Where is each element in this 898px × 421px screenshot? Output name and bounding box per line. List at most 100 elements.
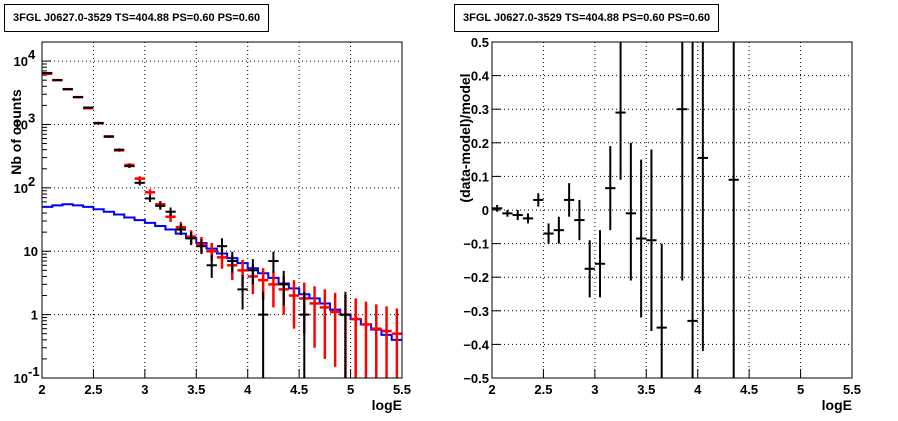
data-counts-point bbox=[62, 88, 73, 91]
residual-point bbox=[522, 213, 534, 224]
residual-point bbox=[625, 142, 636, 281]
residual-x-tick-label: 5.5 bbox=[843, 382, 861, 397]
data-counts-point bbox=[247, 259, 258, 285]
residual-x-tick-label: 4.5 bbox=[740, 382, 758, 397]
residual-point bbox=[502, 210, 513, 217]
counts-x-tick-label: 2.5 bbox=[84, 382, 102, 397]
residual-x-tick-label: 3 bbox=[591, 382, 598, 397]
data-counts-point bbox=[114, 148, 125, 152]
residual-point bbox=[646, 149, 657, 331]
residual-x-axis-title: logE bbox=[822, 397, 852, 413]
residual-point bbox=[605, 146, 616, 231]
residual-x-tick-label: 4 bbox=[694, 382, 702, 397]
residual-x-tick-label: 5 bbox=[797, 382, 804, 397]
residual-y-tick-label: 0.3 bbox=[471, 102, 489, 117]
data-counts-point bbox=[93, 121, 104, 125]
data-counts-point bbox=[103, 135, 114, 138]
data-counts-point bbox=[340, 291, 351, 378]
counts-y-tick-exponent: 4 bbox=[28, 47, 36, 62]
residual-y-axis-title: (data-model)/model bbox=[457, 73, 473, 202]
model-counts-point bbox=[330, 292, 341, 367]
residual-point bbox=[584, 240, 595, 298]
data-counts-point bbox=[216, 238, 228, 255]
residual-point bbox=[615, 42, 626, 180]
residual-x-tick-label: 2 bbox=[488, 382, 495, 397]
residual-point bbox=[533, 193, 544, 207]
residual-y-tick-label: −0.3 bbox=[463, 304, 489, 319]
counts-y-tick-label: 10 bbox=[24, 244, 38, 259]
model-counts-point bbox=[268, 271, 279, 308]
data-counts-point bbox=[72, 96, 84, 99]
data-counts-point bbox=[186, 232, 197, 246]
counts-x-tick-label: 5 bbox=[347, 382, 354, 397]
residual-point bbox=[553, 216, 564, 244]
residual-point bbox=[697, 42, 708, 352]
counts-x-axis-title: logE bbox=[372, 397, 402, 413]
data-counts-point bbox=[258, 291, 269, 378]
residual-point bbox=[656, 243, 667, 378]
residual-y-tick-label: 0.5 bbox=[471, 35, 489, 50]
model-counts-point bbox=[350, 298, 361, 378]
data-counts-point bbox=[196, 239, 207, 255]
counts-chart: Nb of counts logE 2 2.5 3 3.5 4 4.5 5 5.510 -111… bbox=[8, 41, 411, 413]
model-counts-point bbox=[371, 304, 382, 378]
data-counts-point bbox=[165, 207, 176, 216]
residual-y-tick-label: −0.4 bbox=[463, 337, 489, 352]
data-counts-point bbox=[144, 195, 156, 202]
residual-point bbox=[728, 42, 739, 378]
data-counts-point bbox=[124, 164, 135, 169]
data-counts-point bbox=[134, 180, 145, 186]
residual-y-tick-label: 0.2 bbox=[471, 136, 489, 151]
residual-point bbox=[543, 223, 554, 244]
residual-y-tick-label: −0.1 bbox=[463, 237, 489, 252]
counts-y-tick-exponent: 3 bbox=[28, 110, 35, 125]
data-counts-point bbox=[175, 223, 186, 236]
residual-point bbox=[574, 199, 585, 241]
counts-x-tick-label: 4.5 bbox=[290, 382, 308, 397]
residual-x-tick-label: 3.5 bbox=[637, 382, 655, 397]
counts-x-tick-label: 4 bbox=[244, 382, 252, 397]
residual-y-tick-label: 0.4 bbox=[471, 69, 490, 84]
residual-point bbox=[564, 183, 575, 217]
data-counts-point bbox=[237, 275, 248, 310]
residual-y-tick-label: 0.1 bbox=[471, 169, 489, 184]
residual-point bbox=[492, 204, 503, 212]
residual-plot-frame bbox=[491, 41, 853, 379]
residual-chart: (data-model)/model logE 2 2.5 3 3.5 4 4.5 5 5.5… bbox=[457, 35, 861, 413]
counts-y-tick-label: 10 bbox=[14, 181, 28, 196]
counts-y-tick-label: 10 bbox=[14, 371, 28, 386]
counts-plot-frame bbox=[41, 41, 403, 379]
residual-point bbox=[636, 159, 647, 318]
model-counts-point bbox=[391, 308, 402, 378]
model-counts-point bbox=[144, 189, 156, 196]
residual-y-tick-label: −0.5 bbox=[463, 371, 489, 386]
residual-y-tick-label: −0.2 bbox=[463, 270, 489, 285]
model-counts-point bbox=[309, 286, 320, 348]
counts-y-axis-title: Nb of counts bbox=[8, 89, 24, 175]
residual-point bbox=[687, 42, 698, 378]
counts-y-tick-exponent: -1 bbox=[28, 364, 40, 379]
data-counts-point bbox=[155, 202, 166, 210]
counts-y-tick-label: 1 bbox=[31, 308, 38, 323]
data-counts-point bbox=[299, 291, 310, 378]
counts-x-tick-label: 2 bbox=[38, 382, 45, 397]
model-counts-point bbox=[319, 289, 330, 359]
residual-point bbox=[677, 42, 688, 281]
counts-y-tick-exponent: 2 bbox=[28, 174, 35, 189]
residual-point bbox=[512, 210, 523, 221]
residual-y-tick-label: 0 bbox=[482, 203, 489, 218]
model-counts-point bbox=[360, 301, 372, 378]
counts-chart-title: 3FGL J0627.0-3529 TS=404.88 PS=0.60 PS=0… bbox=[4, 4, 270, 32]
model-counts-point bbox=[381, 306, 392, 378]
data-counts-point bbox=[52, 79, 63, 82]
model-step-line bbox=[42, 203, 402, 341]
model-counts-point bbox=[134, 176, 145, 182]
residual-point bbox=[594, 230, 606, 298]
counts-y-tick-label: 10 bbox=[14, 117, 28, 132]
data-counts-point bbox=[268, 251, 279, 273]
counts-x-tick-label: 3.5 bbox=[187, 382, 205, 397]
counts-x-tick-label: 5.5 bbox=[393, 382, 411, 397]
model-counts-point bbox=[288, 280, 300, 329]
data-counts-point bbox=[278, 270, 289, 306]
